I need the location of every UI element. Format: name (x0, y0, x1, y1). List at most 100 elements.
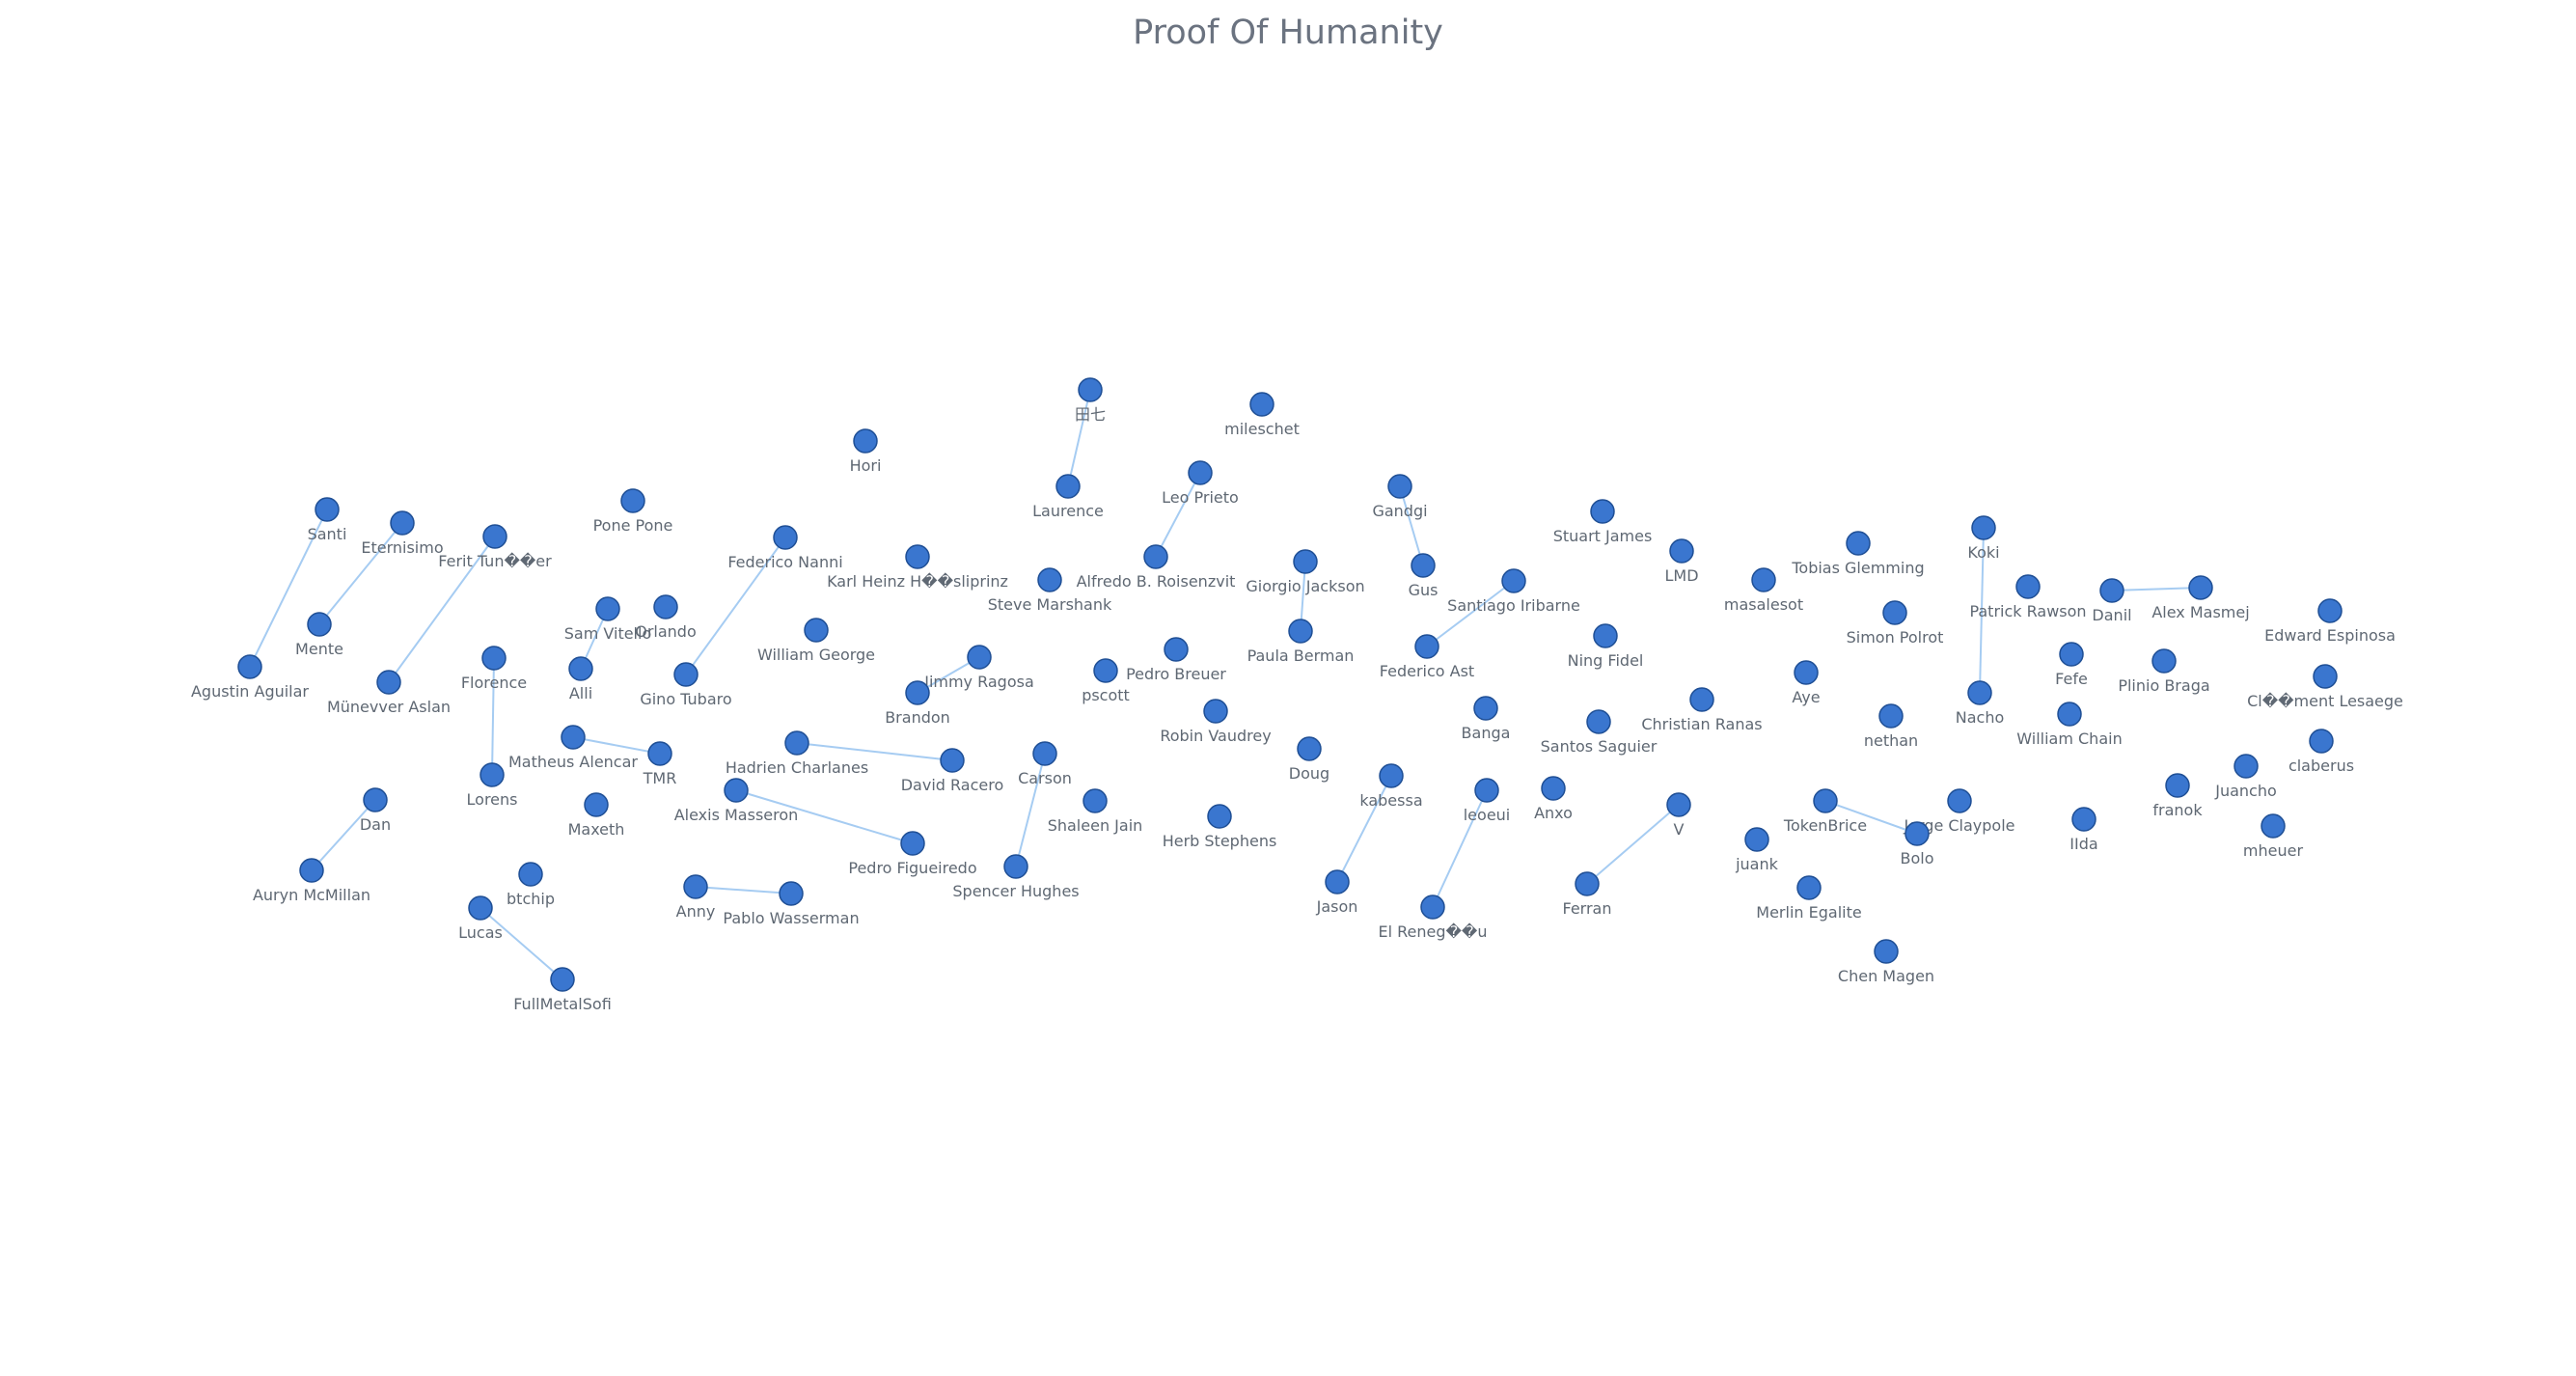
node-marker[interactable] (1164, 637, 1189, 662)
node-marker[interactable] (1082, 788, 1108, 813)
node-marker[interactable] (2099, 578, 2124, 603)
node-jason[interactable]: Jason (1316, 869, 1358, 916)
node-anny[interactable]: Anny (676, 874, 716, 921)
node-marker[interactable] (2309, 729, 2334, 754)
node-agustin-aguilar[interactable]: Agustin Aguilar (191, 654, 309, 701)
node-marker[interactable] (315, 497, 340, 522)
node-mheuer[interactable]: mheuer (2243, 813, 2304, 860)
node-doug[interactable]: Doug (1289, 736, 1329, 783)
node-marker[interactable] (2233, 754, 2259, 779)
node-herb-stephens[interactable]: Herb Stephens (1163, 804, 1277, 850)
node-pablo-wasserman[interactable]: Pablo Wasserman (723, 881, 860, 927)
node-marker[interactable] (1249, 392, 1274, 417)
node-marker[interactable] (905, 680, 930, 705)
node-marker[interactable] (653, 594, 678, 619)
node-robin-vaudrey[interactable]: Robin Vaudrey (1160, 699, 1272, 745)
node-patrick-rawson[interactable]: Patrick Rawson (1969, 574, 2087, 620)
node-marker[interactable] (1501, 568, 1526, 593)
node-tokenbrice[interactable]: TokenBrice (1783, 788, 1867, 835)
node-federico-ast[interactable]: Federico Ast (1380, 634, 1474, 680)
node-santiago-iribarne[interactable]: Santiago Iribarne (1447, 568, 1580, 615)
node-maxeth[interactable]: Maxeth (568, 792, 625, 839)
node-franok[interactable]: franok (2152, 773, 2203, 819)
node-marker[interactable] (1288, 619, 1313, 644)
node-marker[interactable] (595, 596, 620, 621)
node-pone-pone[interactable]: Pone Pone (593, 488, 673, 535)
node-marker[interactable] (1541, 776, 1566, 801)
node-marker[interactable] (905, 544, 930, 569)
node-stuart-james[interactable]: Stuart James (1553, 499, 1653, 545)
node-david-racero[interactable]: David Racero (901, 748, 1004, 794)
node-banga[interactable]: Banga (1462, 696, 1511, 742)
node-steve-marshank[interactable]: Steve Marshank (988, 567, 1112, 614)
node-sam-vitello[interactable]: Sam Vitello (564, 596, 651, 643)
node-shaleen-jain[interactable]: Shaleen Jain (1048, 788, 1143, 835)
node-karl-heinz-h-sliprinz[interactable]: Karl Heinz H��sliprinz (827, 544, 1008, 591)
node-brandon[interactable]: Brandon (885, 680, 950, 727)
node-gandgi[interactable]: Gandgi (1372, 474, 1428, 520)
node-kabessa[interactable]: kabessa (1359, 763, 1423, 810)
node-fullmetalsofi[interactable]: FullMetalSofi (513, 967, 612, 1013)
node-jimmy-ragosa[interactable]: Jimmy Ragosa (923, 645, 1034, 691)
node-marker[interactable] (1297, 736, 1322, 761)
node-marker[interactable] (1794, 660, 1819, 685)
node-marker[interactable] (1032, 741, 1057, 766)
node-marker[interactable] (1093, 658, 1118, 683)
node-marker[interactable] (1751, 567, 1776, 592)
node-christian-ranas[interactable]: Christian Ranas (1641, 687, 1763, 733)
node-leo-prieto[interactable]: Leo Prieto (1162, 460, 1239, 507)
node-danil[interactable]: Danil (2092, 578, 2132, 624)
node-marker[interactable] (1575, 871, 1600, 896)
node-marker[interactable] (1387, 474, 1412, 499)
node-marker[interactable] (468, 895, 493, 921)
node-v[interactable]: V (1666, 792, 1691, 839)
node-marker[interactable] (1947, 788, 1972, 813)
node-marker[interactable] (1207, 804, 1232, 829)
node-nethan[interactable]: nethan (1864, 703, 1918, 750)
node-marker[interactable] (940, 748, 965, 773)
node-federico-nanni[interactable]: Federico Nanni (727, 525, 843, 571)
node-iida[interactable]: IIda (2069, 807, 2098, 853)
node-marker[interactable] (2317, 598, 2343, 623)
node-giorgio-jackson[interactable]: Giorgio Jackson (1246, 549, 1365, 595)
node-alexis-masseron[interactable]: Alexis Masseron (674, 778, 799, 824)
node-gus[interactable]: Gus (1409, 553, 1439, 599)
node-marker[interactable] (1874, 939, 1899, 964)
node-marker[interactable] (1078, 377, 1103, 402)
node-mileschet[interactable]: mileschet (1224, 392, 1300, 438)
node-marker[interactable] (584, 792, 609, 817)
node-alfredo-b-roisenzvit[interactable]: Alfredo B. Roisenzvit (1077, 544, 1236, 591)
node-marker[interactable] (1003, 854, 1028, 879)
node-marker[interactable] (1411, 553, 1436, 578)
node-simon-polrot[interactable]: Simon Polrot (1847, 600, 1944, 647)
node-koki[interactable]: Koki (1967, 515, 2000, 562)
node-marker[interactable] (1473, 696, 1498, 721)
node-masalesot[interactable]: masalesot (1724, 567, 1803, 614)
node-ning-fidel[interactable]: Ning Fidel (1568, 623, 1644, 670)
node-tobias-glemming[interactable]: Tobias Glemming (1791, 531, 1925, 577)
node-juank[interactable]: juank (1735, 827, 1779, 873)
node-marker[interactable] (299, 858, 324, 883)
node-marker[interactable] (1420, 894, 1445, 920)
node-bolo[interactable]: Bolo (1901, 821, 1934, 867)
node-nacho[interactable]: Nacho (1956, 680, 2005, 727)
node-carson[interactable]: Carson (1018, 741, 1072, 787)
node-marker[interactable] (1293, 549, 1318, 574)
node-btchip[interactable]: btchip (507, 862, 555, 908)
node-william-chain[interactable]: William Chain (2016, 702, 2123, 748)
node-matheus-alencar[interactable]: Matheus Alencar (508, 725, 638, 771)
node-marker[interactable] (853, 428, 878, 454)
node-lorens[interactable]: Lorens (467, 762, 518, 809)
node-lucas[interactable]: Lucas (458, 895, 503, 942)
node-marker[interactable] (900, 831, 925, 856)
node-mente[interactable]: Mente (295, 612, 343, 658)
node-pedro-breuer[interactable]: Pedro Breuer (1126, 637, 1226, 683)
node-marker[interactable] (390, 510, 415, 536)
node-marker[interactable] (2015, 574, 2041, 599)
node-fefe[interactable]: Fefe (2055, 642, 2088, 688)
node-marker[interactable] (1882, 600, 1907, 625)
node-eternisimo[interactable]: Eternisimo (361, 510, 444, 557)
node-marker[interactable] (2261, 813, 2286, 839)
node-marker[interactable] (1474, 778, 1499, 803)
